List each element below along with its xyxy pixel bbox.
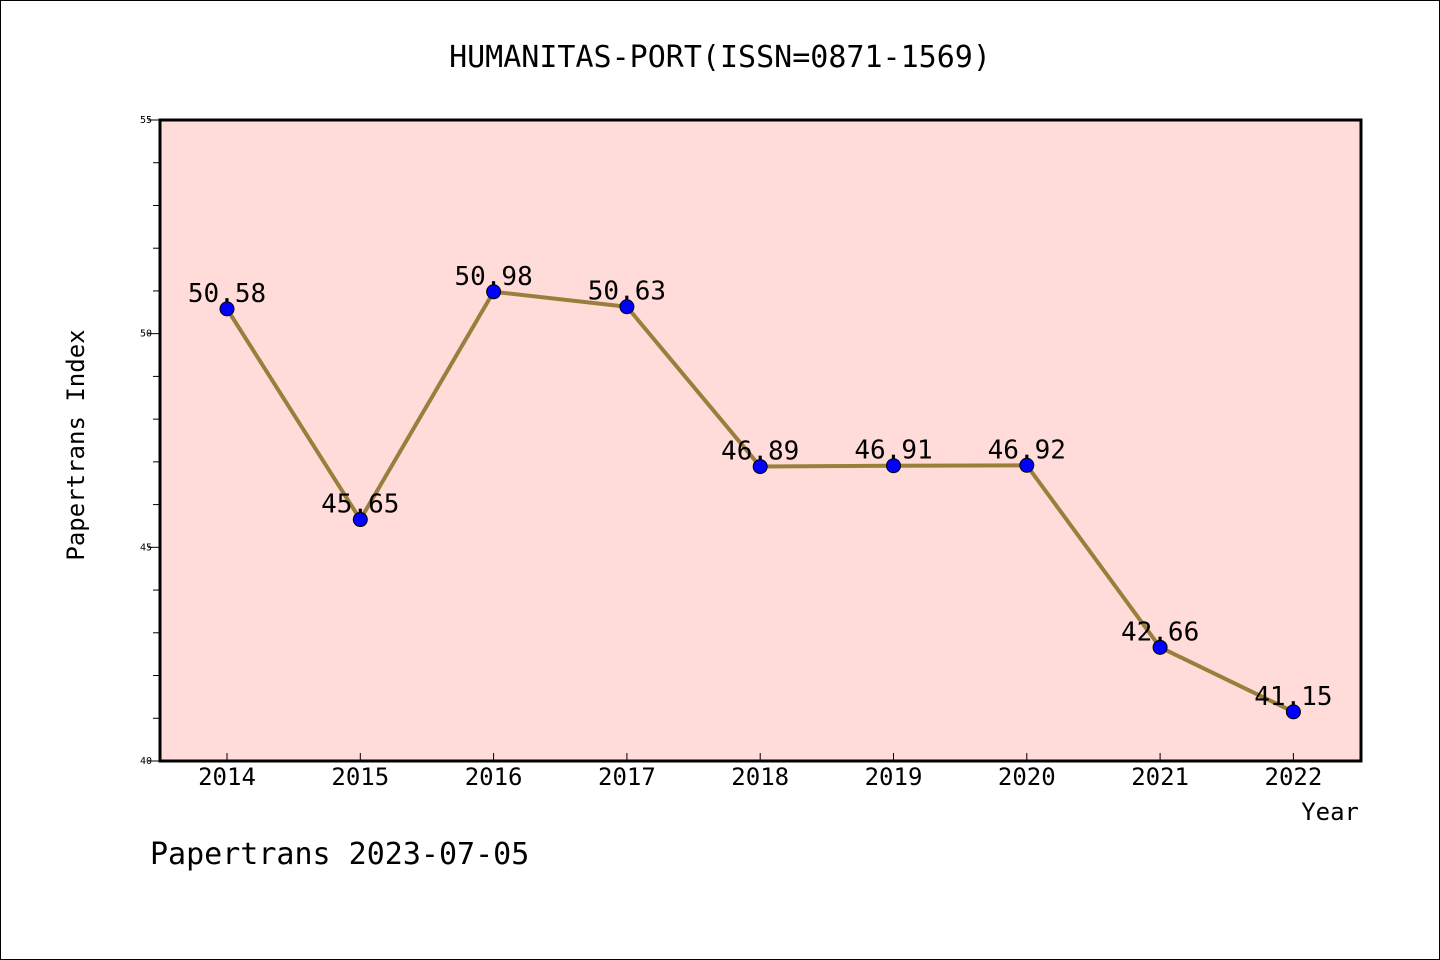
data-point [352,512,368,528]
data-label: 50.58 [188,279,266,309]
y-axis-label: Papertrans Index [62,329,90,560]
footer-text: Papertrans 2023-07-05 [150,837,529,872]
y-tick-label: 55 [140,115,152,126]
x-tick-label: 2018 [731,763,789,791]
data-label: 45.65 [321,490,399,520]
data-point [486,284,502,300]
x-tick-label: 2016 [465,763,523,791]
data-label: 50.98 [454,262,532,292]
data-point [1152,639,1168,655]
x-tick-label: 2022 [1265,763,1323,791]
plot-frame [158,118,1363,763]
data-label: 46.92 [988,435,1066,465]
y-tick-label: 40 [140,756,152,767]
data-label: 46.91 [854,436,932,466]
data-point [1285,704,1301,720]
x-tick-label: 2017 [598,763,656,791]
data-label: 50.63 [588,277,666,307]
data-point [752,459,768,475]
data-label: 41.15 [1254,682,1332,712]
data-point [619,299,635,315]
data-point [219,301,235,317]
x-tick-label: 2020 [998,763,1056,791]
x-tick-label: 2014 [198,763,256,791]
y-tick-label: 45 [140,542,152,553]
data-point [1019,457,1035,473]
x-axis-ticks: 2014 2015 2016 2017 2018 2019 2020 2021 2022 [198,753,1322,791]
x-tick-label: 2015 [331,763,389,791]
x-tick-label: 2021 [1131,763,1189,791]
chart-title: HUMANITAS-PORT(ISSN=0871-1569) [449,40,991,75]
data-label: 46.89 [721,437,799,467]
series-layer: 50.58 45.65 50.98 50.63 46.89 46.91 46.92 42.66… [188,262,1333,720]
x-tick-label: 2019 [865,763,923,791]
data-point [886,458,901,474]
x-axis-label: Year [1301,798,1359,826]
data-label: 42.66 [1121,617,1199,647]
y-tick-label: 50 [140,329,152,340]
